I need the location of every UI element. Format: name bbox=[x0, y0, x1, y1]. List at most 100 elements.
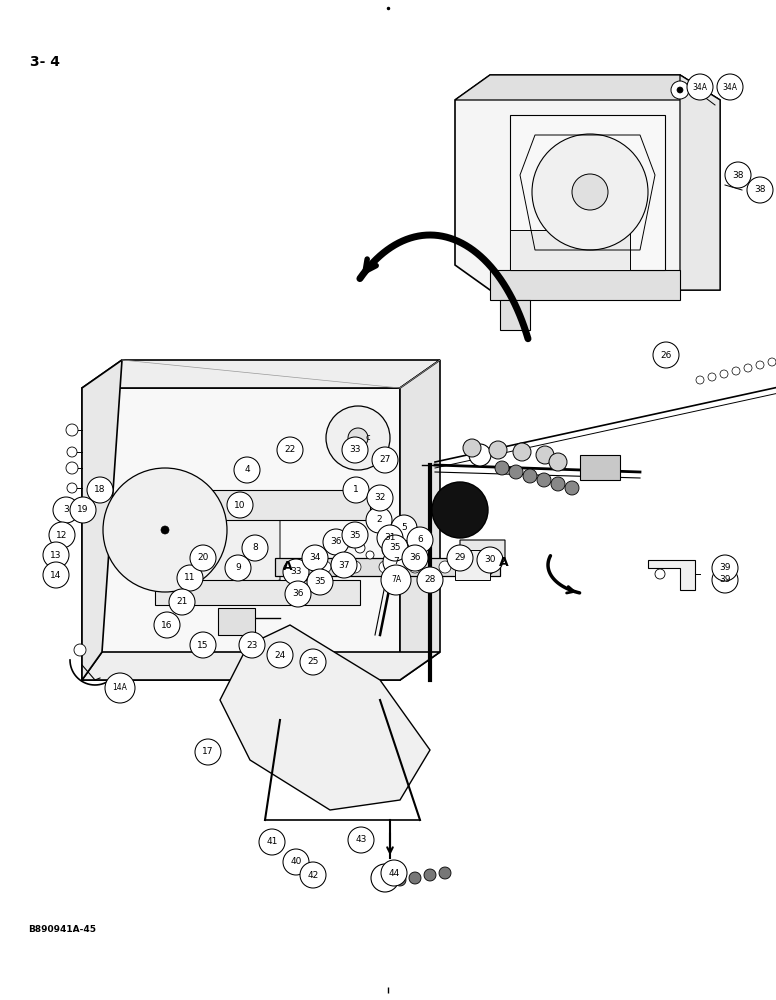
Circle shape bbox=[349, 561, 361, 573]
Circle shape bbox=[383, 549, 409, 575]
Text: 28: 28 bbox=[424, 576, 435, 584]
Circle shape bbox=[242, 535, 268, 561]
Circle shape bbox=[177, 565, 203, 591]
Circle shape bbox=[347, 407, 363, 423]
Polygon shape bbox=[275, 558, 500, 576]
Circle shape bbox=[708, 373, 716, 381]
Circle shape bbox=[495, 461, 509, 475]
Circle shape bbox=[463, 439, 481, 457]
Text: 26: 26 bbox=[660, 351, 672, 360]
Text: 32: 32 bbox=[374, 493, 386, 502]
Circle shape bbox=[407, 527, 433, 553]
Polygon shape bbox=[490, 270, 680, 300]
Text: 4: 4 bbox=[244, 466, 250, 475]
Text: 14A: 14A bbox=[113, 684, 127, 692]
Text: 13: 13 bbox=[50, 550, 62, 560]
Text: 7A: 7A bbox=[391, 576, 401, 584]
Circle shape bbox=[323, 529, 349, 555]
Text: 12: 12 bbox=[57, 530, 68, 540]
Circle shape bbox=[49, 522, 75, 548]
Text: 25: 25 bbox=[307, 658, 319, 666]
Text: 33: 33 bbox=[290, 568, 302, 576]
Text: 18: 18 bbox=[94, 486, 106, 494]
Circle shape bbox=[190, 632, 216, 658]
Circle shape bbox=[424, 869, 436, 881]
Circle shape bbox=[74, 644, 86, 656]
Circle shape bbox=[43, 542, 69, 568]
Text: 16: 16 bbox=[161, 620, 173, 630]
Text: 35: 35 bbox=[390, 544, 400, 552]
Circle shape bbox=[402, 545, 428, 571]
Polygon shape bbox=[220, 625, 430, 810]
Circle shape bbox=[696, 376, 704, 384]
Circle shape bbox=[227, 492, 253, 518]
Circle shape bbox=[513, 443, 531, 461]
Text: 35: 35 bbox=[314, 578, 326, 586]
Circle shape bbox=[447, 545, 473, 571]
Text: 39: 39 bbox=[719, 564, 731, 572]
Circle shape bbox=[67, 483, 77, 493]
Circle shape bbox=[381, 860, 407, 886]
Circle shape bbox=[417, 567, 443, 593]
Polygon shape bbox=[82, 652, 440, 680]
Circle shape bbox=[655, 569, 665, 579]
Text: 7: 7 bbox=[393, 558, 399, 566]
Circle shape bbox=[439, 561, 451, 573]
Polygon shape bbox=[460, 540, 505, 575]
Circle shape bbox=[67, 447, 77, 457]
Circle shape bbox=[87, 477, 113, 503]
Text: 20: 20 bbox=[197, 554, 209, 562]
Circle shape bbox=[105, 673, 135, 703]
Text: 44: 44 bbox=[388, 868, 400, 878]
Circle shape bbox=[355, 543, 365, 553]
Circle shape bbox=[367, 485, 393, 511]
Circle shape bbox=[348, 827, 374, 853]
Circle shape bbox=[190, 545, 216, 571]
Polygon shape bbox=[680, 75, 720, 290]
Text: 40: 40 bbox=[290, 857, 302, 866]
Circle shape bbox=[391, 515, 417, 541]
Circle shape bbox=[234, 457, 260, 483]
Text: 34: 34 bbox=[310, 554, 320, 562]
Text: 38: 38 bbox=[733, 170, 743, 180]
Circle shape bbox=[551, 477, 565, 491]
Text: 17: 17 bbox=[203, 748, 213, 756]
Circle shape bbox=[307, 569, 333, 595]
Circle shape bbox=[285, 581, 311, 607]
Text: 39: 39 bbox=[719, 576, 731, 584]
Polygon shape bbox=[455, 75, 720, 290]
Circle shape bbox=[239, 632, 265, 658]
Circle shape bbox=[267, 642, 293, 668]
Circle shape bbox=[712, 555, 738, 581]
Text: 41: 41 bbox=[266, 838, 278, 846]
Circle shape bbox=[536, 446, 554, 464]
Circle shape bbox=[342, 522, 368, 548]
Text: 3: 3 bbox=[63, 506, 69, 514]
Text: 31: 31 bbox=[384, 534, 396, 542]
Text: 1: 1 bbox=[353, 486, 359, 494]
Polygon shape bbox=[155, 580, 360, 605]
Polygon shape bbox=[82, 388, 400, 680]
Circle shape bbox=[717, 74, 743, 100]
Circle shape bbox=[409, 872, 421, 884]
Text: 15: 15 bbox=[197, 641, 209, 650]
Circle shape bbox=[302, 545, 328, 571]
Text: 24: 24 bbox=[275, 650, 286, 660]
Text: 6: 6 bbox=[417, 536, 423, 544]
Circle shape bbox=[377, 525, 403, 551]
Circle shape bbox=[154, 612, 180, 638]
Circle shape bbox=[744, 364, 752, 372]
Text: 14: 14 bbox=[50, 570, 61, 580]
Circle shape bbox=[381, 565, 411, 595]
Circle shape bbox=[572, 174, 608, 210]
Text: 36: 36 bbox=[409, 554, 421, 562]
Text: 3- 4: 3- 4 bbox=[30, 55, 60, 69]
Circle shape bbox=[509, 465, 523, 479]
Text: 36: 36 bbox=[293, 589, 303, 598]
Polygon shape bbox=[400, 360, 440, 680]
Text: 35: 35 bbox=[349, 530, 361, 540]
Circle shape bbox=[489, 441, 507, 459]
Circle shape bbox=[343, 477, 369, 503]
Circle shape bbox=[549, 453, 567, 471]
Text: 37: 37 bbox=[338, 560, 350, 570]
